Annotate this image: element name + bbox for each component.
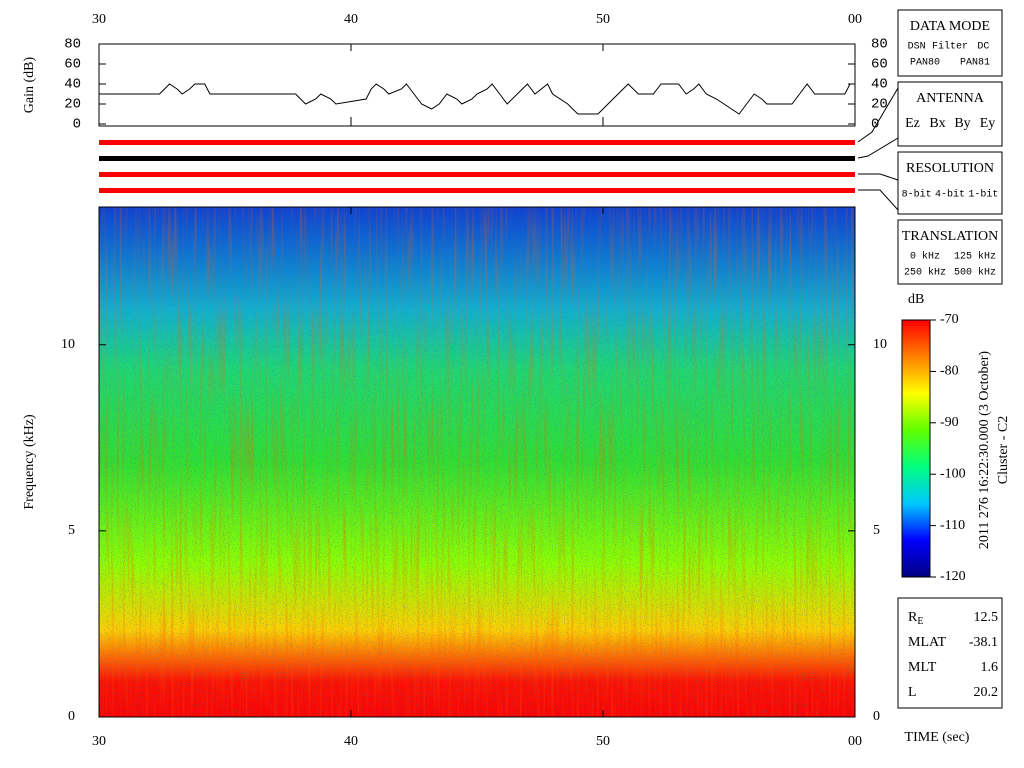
info-label: L [908,685,917,700]
panel-frame [897,9,1003,77]
y-tick-label: 80 [64,37,81,53]
x-tick-label: 30 [92,12,106,27]
info-label: MLAT [908,635,947,650]
colorbar-tick-label: -70 [940,312,959,327]
y-tick-label: 60 [64,57,81,73]
info-value: 12.5 [974,610,999,625]
panel-item: 4-bit [935,189,965,201]
status-bar [99,172,855,177]
status-bars [99,87,899,211]
panel-item: Filter [932,41,968,53]
y-tick-label: 40 [64,77,81,93]
info-label-sub: E [917,616,923,627]
x-tick-label: 40 [344,734,358,749]
spectrogram-streaks [99,207,855,717]
status-bar [99,156,855,161]
gain-frame [98,43,856,127]
panel-frame [897,81,1003,147]
x-tick-label: 30 [92,734,106,749]
gain-axis-label: Gain (dB) [22,56,37,113]
y-tick-label: 0 [871,117,879,133]
info-value: 1.6 [981,660,999,675]
y-tick-label: 0 [73,117,81,133]
panel-title: TRANSLATION [902,229,998,244]
panel-title: DATA MODE [910,19,990,34]
info-label-text: R [908,610,918,625]
connector [858,189,899,211]
legend-panels: DATA MODE DSN Filter DC PAN80 PAN81 ANTENNA Ez B… [897,9,1003,285]
y-tick-label: 60 [871,57,888,73]
colorbar-scale [901,319,931,578]
connector [857,137,899,159]
info-value: -38.1 [969,635,998,650]
colorbar-tick-label: -120 [940,569,966,584]
panel-item: 0 kHz [910,251,940,263]
panel-item: Ez [905,116,920,131]
panel-item: PAN81 [960,58,990,69]
time-axis-label: TIME (sec) [905,730,970,745]
info-label-text: MLT [908,660,937,675]
colorbar-tick-label: -110 [940,518,965,533]
date-label: 2011 276 16:22:30.000 (3 October) [977,351,992,550]
panel-item: 250 kHz [904,267,946,279]
x-tick-label: 00 [848,12,862,27]
status-bar [99,140,855,145]
y-tick-label: 20 [871,97,888,113]
info-label-text: MLAT [908,635,947,650]
panel-item: Ey [980,116,996,131]
connector [858,173,899,181]
panel-item: By [954,116,970,131]
info-label: RE [908,610,923,627]
y-tick-label: 10 [61,337,75,352]
y-tick-label: 5 [873,523,880,538]
colorbar-title: dB [908,292,924,307]
connector [857,87,899,143]
panel-item: 500 kHz [954,267,996,279]
info-label: MLT [908,660,937,675]
y-tick-label: 0 [873,709,880,724]
info-box: RE 12.5 MLAT -38.1 MLT 1.6 L 20.2 [897,597,1003,709]
status-bar [99,188,855,193]
panel-item: DC [977,42,989,53]
panel-item: 1-bit [968,189,998,201]
x-tick-label: 00 [848,734,862,749]
y-tick-label: 10 [873,337,887,352]
panel-item: Bx [929,116,945,131]
y-tick-label: 0 [68,709,75,724]
spectrogram-frame [98,206,856,718]
info-label-text: L [908,685,917,700]
panel-item: PAN80 [910,58,940,69]
y-tick-label: 40 [871,77,888,93]
panel-title: ANTENNA [916,91,985,106]
y-tick-label: 5 [68,523,75,538]
x-tick-label: 50 [596,12,610,27]
colorbar-tick-label: -90 [940,415,959,430]
panel-frame [897,151,1003,215]
frequency-axis-label: Frequency (kHz) [22,414,37,510]
colorbar-tick-label: -80 [940,364,959,379]
panel-item: 8-bit [902,189,932,201]
panel-frame [897,219,1003,285]
x-tick-label: 50 [596,734,610,749]
y-tick-label: 80 [871,37,888,53]
panel-item: 125 kHz [954,251,996,263]
gain-line [99,83,855,115]
panel-title: RESOLUTION [906,161,994,176]
spectrogram-panel: Frequency (kHz) TIME (sec) 30 40 50 000 05 51… [22,206,970,749]
panel-item: DSN [908,42,926,53]
colorbar: dB 2011 276 16:22:30.000 (3 October) Clu… [901,292,1011,584]
spacecraft-label: Cluster - C2 [996,416,1011,484]
info-frame [897,597,1003,709]
info-value: 20.2 [974,685,999,700]
x-tick-label: 40 [344,12,358,27]
colorbar-tick-label: -100 [940,466,966,481]
y-tick-label: 20 [64,97,81,113]
